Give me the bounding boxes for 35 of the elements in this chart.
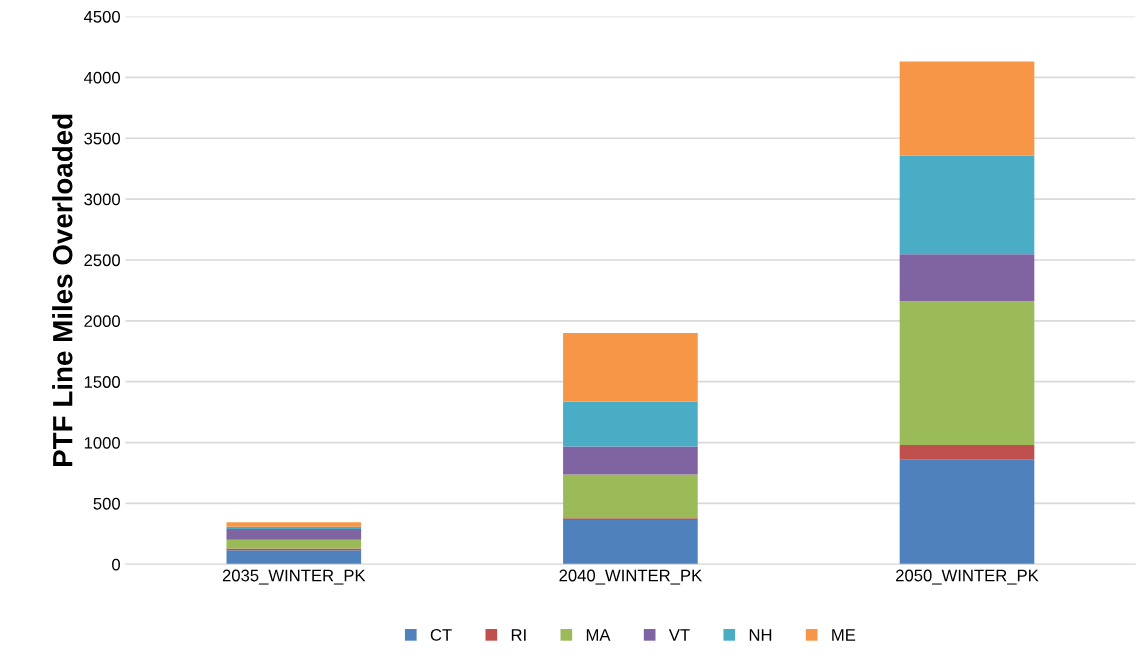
legend-label: MA xyxy=(586,629,611,641)
bar xyxy=(563,446,698,475)
y-tick-label: 2000 xyxy=(84,315,120,328)
x-tick-label: 2035_WINTER_PK xyxy=(222,569,366,585)
x-tick-label: 2040_WINTER_PK xyxy=(559,569,703,585)
bar xyxy=(563,401,698,447)
y-axis-title: PTF Line Miles Overloaded xyxy=(52,114,73,467)
y-tick-label: 1000 xyxy=(84,436,120,449)
bar xyxy=(563,519,698,565)
bar xyxy=(899,155,1035,255)
y-tick-label: 3000 xyxy=(84,193,120,206)
bar xyxy=(899,459,1035,565)
bar xyxy=(563,333,698,402)
y-tick-label: 500 xyxy=(93,497,120,510)
bar xyxy=(226,539,362,549)
y-tick-label: 3500 xyxy=(84,132,120,145)
bar xyxy=(899,444,1035,460)
bar xyxy=(899,254,1035,302)
bar xyxy=(563,474,698,519)
legend-label: CT xyxy=(430,629,452,641)
legend-label: RI xyxy=(511,629,526,641)
bar xyxy=(226,529,362,540)
x-tick-label: 2050_WINTER_PK xyxy=(896,569,1039,585)
y-tick-label: 4000 xyxy=(83,71,120,84)
legend-label: ME xyxy=(832,629,856,641)
legend-label: VT xyxy=(668,629,690,641)
bar xyxy=(899,61,1035,156)
y-tick-label: 2500 xyxy=(84,254,120,267)
y-tick-label: 1500 xyxy=(84,376,120,388)
legend-label: NH xyxy=(749,629,772,641)
bar xyxy=(899,301,1035,445)
y-tick-label: 0 xyxy=(112,558,120,571)
y-tick-label: 4500 xyxy=(83,10,120,23)
bar xyxy=(226,550,362,565)
bar xyxy=(226,522,362,527)
